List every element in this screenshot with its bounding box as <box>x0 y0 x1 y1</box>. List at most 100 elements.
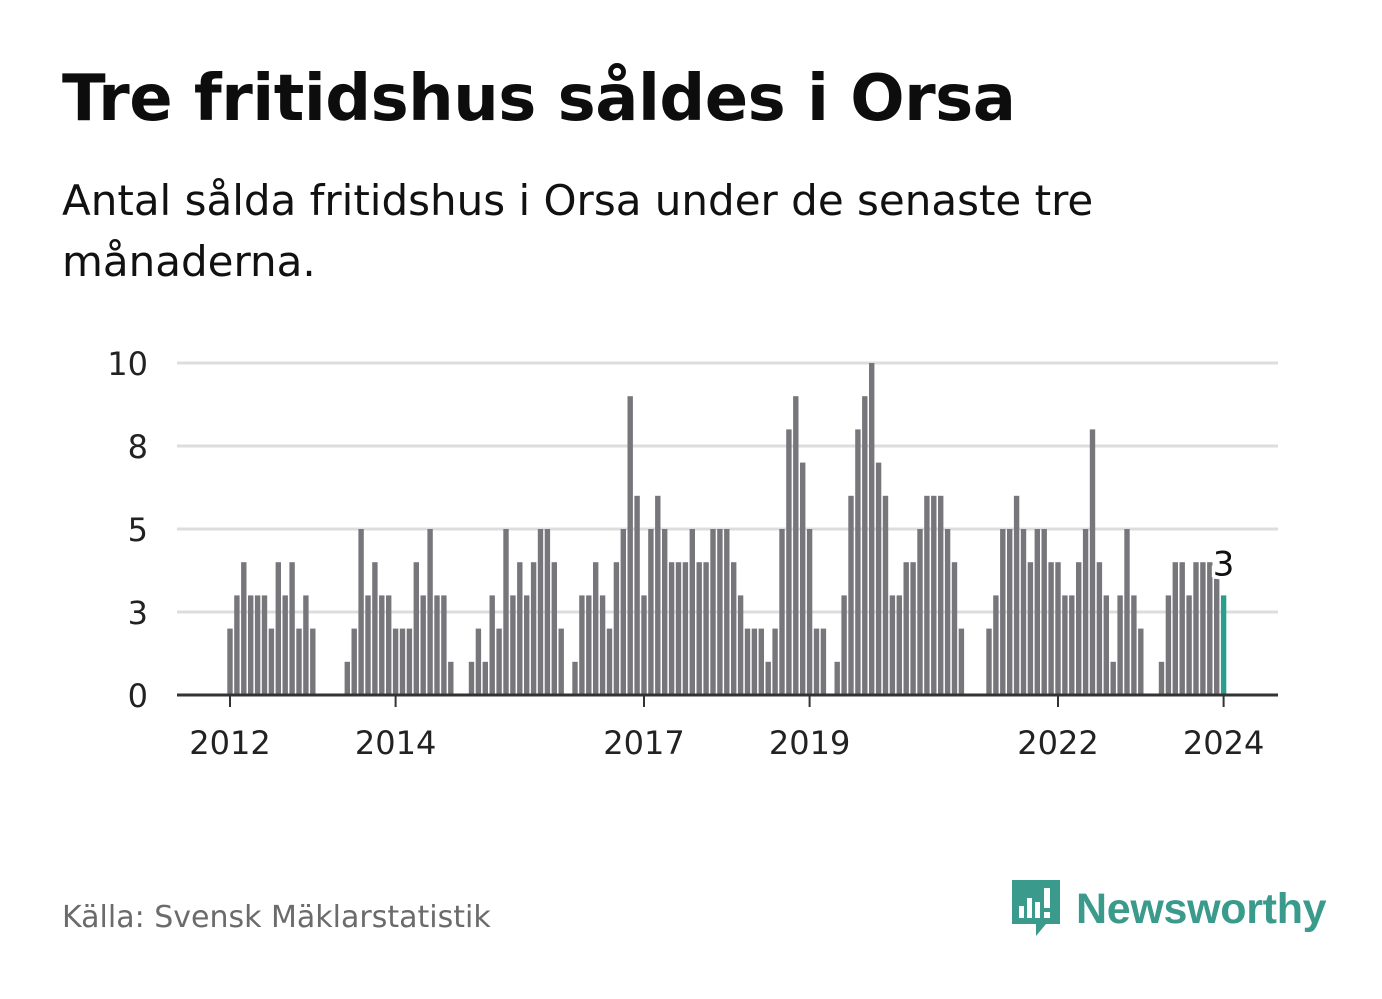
bar <box>703 562 709 695</box>
newsworthy-bar-chart-icon <box>1012 880 1060 936</box>
bar <box>806 529 813 695</box>
bar <box>834 661 840 695</box>
bar <box>268 628 275 695</box>
bar <box>275 562 281 695</box>
bar <box>758 628 764 695</box>
bar <box>399 628 406 695</box>
axes: 0 3 5 8 10 2012 2014 2017 2019 2022 2024 <box>107 345 1278 762</box>
bar <box>530 562 537 695</box>
bar <box>579 595 585 695</box>
bar <box>482 661 488 695</box>
data-labels: 3 <box>1209 541 1238 588</box>
bar <box>841 595 847 695</box>
bar <box>606 628 613 695</box>
x-tick-label: 2022 <box>1017 724 1098 762</box>
bar <box>379 595 385 695</box>
bar <box>910 562 916 695</box>
bar <box>1200 562 1206 695</box>
bar <box>1076 562 1082 695</box>
bar <box>1179 562 1185 695</box>
bar <box>903 562 909 695</box>
bar <box>1041 529 1047 695</box>
bar <box>593 562 599 695</box>
bar <box>303 595 309 695</box>
highlight-data-label: 3 <box>1213 544 1235 584</box>
bar <box>958 628 965 695</box>
bar <box>627 396 633 695</box>
bar <box>931 495 937 695</box>
bar <box>1020 529 1027 695</box>
bar <box>655 495 661 695</box>
bar <box>731 562 737 695</box>
bar <box>765 661 771 695</box>
bar <box>1138 628 1144 695</box>
bar <box>282 595 288 695</box>
bar <box>441 595 447 695</box>
bar <box>599 595 606 695</box>
newsworthy-logo: Newsworthy <box>1010 878 1327 940</box>
bar <box>1082 529 1089 695</box>
bar <box>468 661 475 695</box>
bar <box>1124 529 1130 695</box>
bar <box>586 595 592 695</box>
bar <box>848 495 854 695</box>
bar <box>668 562 675 695</box>
bars <box>227 363 1227 695</box>
bar <box>310 628 316 695</box>
x-tick-label: 2019 <box>769 724 850 762</box>
bar <box>1034 529 1040 695</box>
bar <box>613 562 620 695</box>
bar <box>372 562 378 695</box>
bar <box>289 562 295 695</box>
bar <box>254 595 261 695</box>
y-tick-label: 10 <box>107 345 148 383</box>
bar <box>882 495 889 695</box>
bar <box>344 661 350 695</box>
bar <box>517 562 523 695</box>
bar <box>744 628 751 695</box>
bar <box>572 661 578 695</box>
bar <box>620 529 626 695</box>
bar <box>869 363 875 695</box>
bar <box>682 562 689 695</box>
bar <box>710 529 716 695</box>
y-tick-label: 5 <box>128 511 148 549</box>
bar <box>1158 661 1165 695</box>
bar <box>1214 578 1220 695</box>
chart-subtitle: Antal sålda fritidshus i Orsa under de s… <box>62 176 1094 286</box>
x-tick-label: 2014 <box>355 724 436 762</box>
bar <box>1055 562 1061 695</box>
chart-title: Tre fritidshus såldes i Orsa <box>62 62 1016 136</box>
bar <box>1165 595 1172 695</box>
bar <box>1089 429 1096 695</box>
bar <box>261 595 268 695</box>
bar <box>786 429 792 695</box>
bar <box>820 628 827 695</box>
bar <box>558 628 564 695</box>
bar <box>434 595 440 695</box>
bar <box>696 562 702 695</box>
bar <box>800 462 806 695</box>
bar <box>751 628 758 695</box>
bar <box>248 595 254 695</box>
bar <box>648 529 654 695</box>
bar <box>724 529 730 695</box>
bar <box>358 529 364 695</box>
bar <box>1186 595 1192 695</box>
x-tick-label: 2017 <box>603 724 684 762</box>
bar <box>1207 562 1213 695</box>
bar <box>662 529 668 695</box>
bar <box>1131 595 1137 695</box>
bar <box>951 562 958 695</box>
y-tick-label: 0 <box>128 677 148 715</box>
bar <box>862 396 868 695</box>
x-tick-label: 2024 <box>1183 724 1264 762</box>
bar <box>1007 529 1013 695</box>
bar <box>227 628 233 695</box>
bar <box>386 595 392 695</box>
bar <box>917 529 923 695</box>
bar <box>793 396 799 695</box>
bar <box>779 529 785 695</box>
bar <box>524 595 530 695</box>
highlight-bar <box>1220 595 1227 695</box>
